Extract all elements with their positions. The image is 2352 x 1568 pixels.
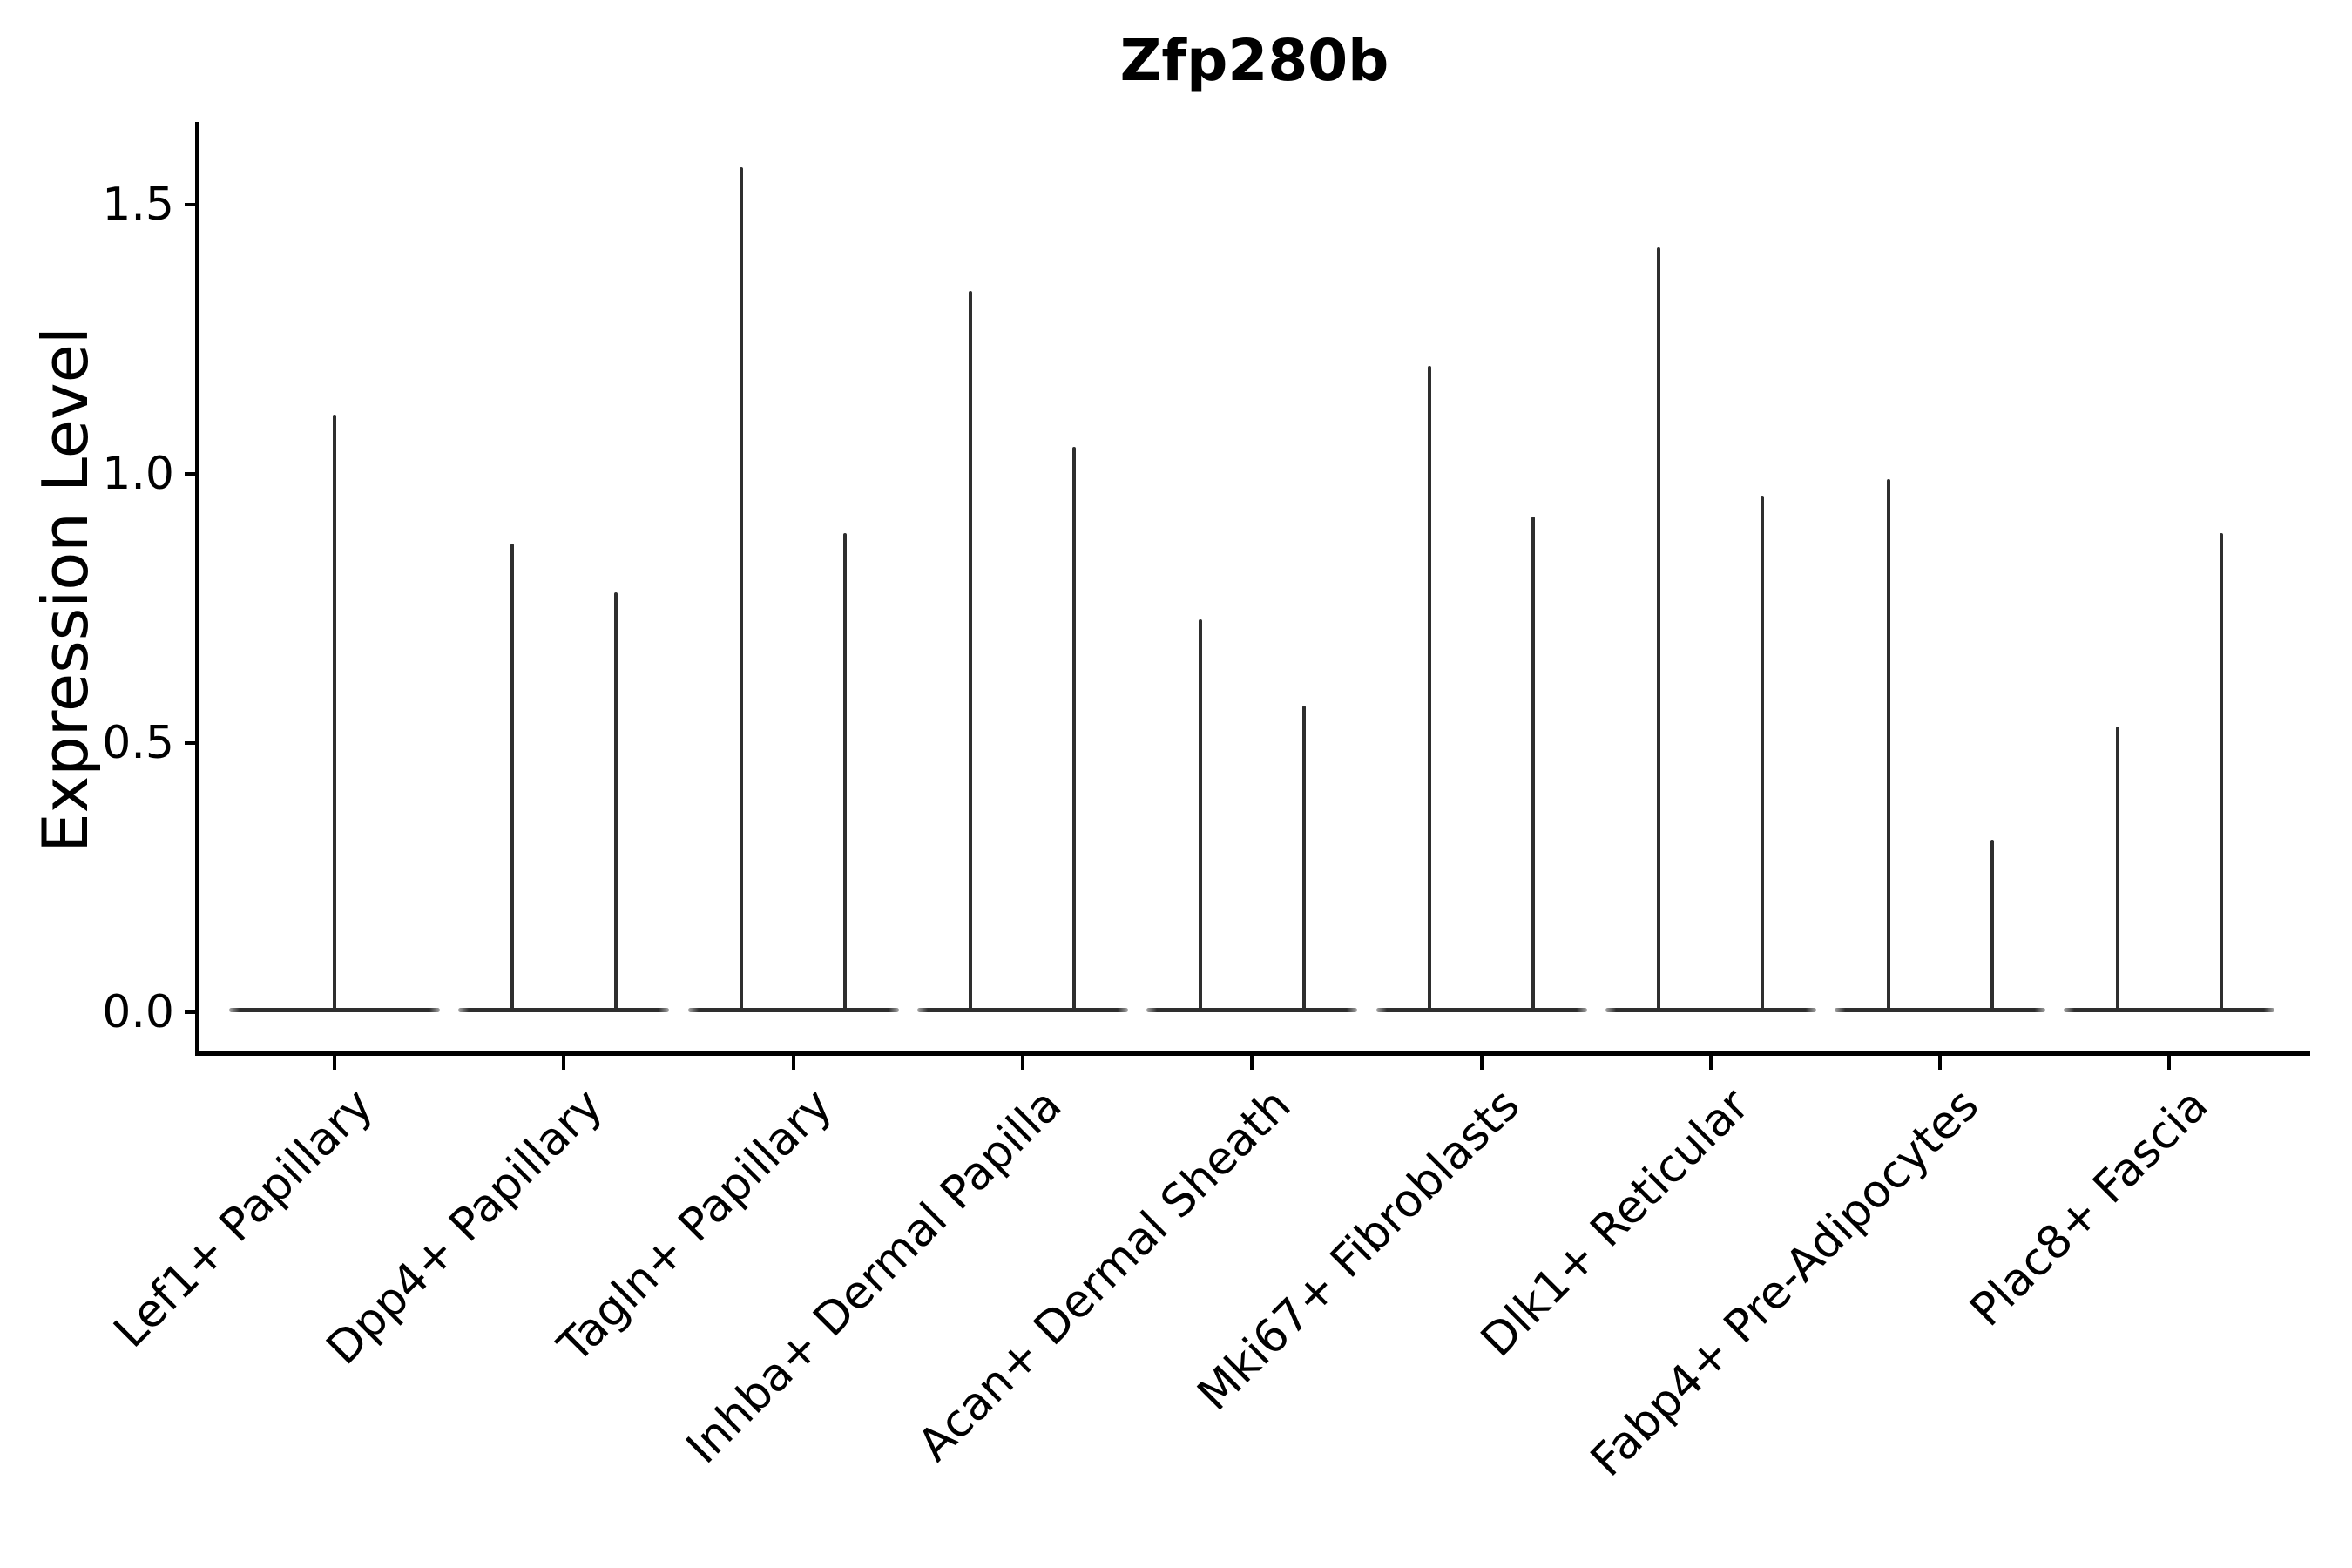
violin-base [1146,1008,1358,1012]
y-tick-label: 1.0 [102,448,174,500]
violin-spike [1990,840,1994,1012]
x-tick-label: Acan+ Dermal Sheath [908,1078,1301,1472]
violin-base [1605,1008,1816,1012]
violin-spike [843,532,848,1012]
x-tick [1708,1056,1713,1070]
violin-spike [333,415,336,1012]
violin-base [916,1008,1128,1012]
violin-base [1835,1008,2046,1012]
x-tick [1250,1056,1254,1070]
x-tick [1020,1056,1024,1070]
y-tick [185,1010,198,1014]
violin-base [2064,1008,2275,1012]
y-tick-label: 0.0 [102,986,174,1038]
y-tick-label: 1.5 [102,179,174,231]
violin-spike [1072,447,1077,1012]
violin-spike [1886,479,1890,1012]
y-tick-label: 0.5 [102,717,174,769]
x-tick-label: Inhba+ Dermal Papilla [676,1078,1071,1475]
violin-spike [969,290,973,1012]
violin-spike [740,166,744,1012]
x-tick-label: Fabp4+ Pre-Adipocytes [1580,1078,1990,1487]
y-axis-spine [195,122,199,1056]
violin-spike [1761,495,1765,1012]
x-tick [333,1056,336,1070]
violin-spike [613,591,618,1012]
violin-base [1375,1008,1587,1012]
x-tick-label: Plac8+ Fascia [1960,1078,2219,1337]
y-tick [185,472,198,476]
y-tick [185,203,198,206]
x-tick [562,1056,566,1070]
y-tick [185,741,198,745]
violin-spike [1657,247,1661,1012]
violin-spike [1198,618,1202,1012]
x-tick [1938,1056,1943,1070]
chart-title: Zfp280b [1119,27,1389,94]
violin-spike [2219,532,2223,1012]
violin-base [458,1008,670,1012]
violin-spike [1531,517,1535,1012]
x-tick [1479,1056,1484,1070]
violin-spike [2115,727,2119,1012]
violin-spike [1301,705,1306,1012]
x-axis-spine [195,1051,2310,1056]
violin-spike [1428,366,1431,1012]
violin-spike [510,544,514,1012]
x-tick [791,1056,795,1070]
violin-base [687,1008,899,1012]
x-tick [2167,1056,2172,1070]
